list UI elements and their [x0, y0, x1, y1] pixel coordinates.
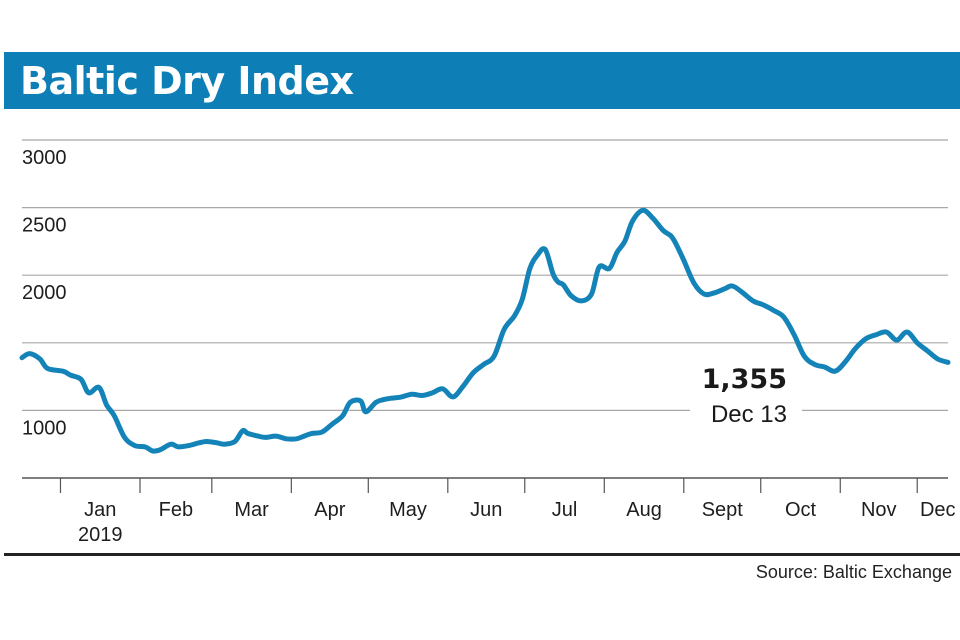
x-tick-label-apr: Apr: [314, 499, 345, 521]
y-tick-label-1000: 1000: [22, 417, 67, 439]
y-axis-labels: 1000 2000 2500 3000: [22, 147, 67, 439]
annotation-knockout: [690, 404, 802, 417]
source-note: Source: Baltic Exchange: [755, 562, 952, 582]
title-bar: Baltic Dry Index: [4, 52, 960, 109]
x-tick-label-aug: Aug: [626, 499, 662, 521]
y-tick-label-3000: 3000: [22, 147, 67, 169]
latest-value-annotation: 1,355 Dec 13: [690, 364, 802, 428]
x-tick-label-jul: Jul: [552, 499, 578, 521]
bottom-rule: [4, 553, 960, 556]
x-tick-label-dec: Dec: [920, 499, 956, 521]
x-tick-label-jan: Jan: [84, 499, 116, 521]
x-axis: Jan 2019 Feb Mar Apr May Jun Jul Aug Sept Oct Nov De…: [59, 478, 956, 546]
gridlines: [22, 139, 948, 479]
x-tick-label-may: May: [389, 499, 427, 521]
y-tick-label-2500: 2500: [22, 215, 67, 237]
x-tick-label-oct: Oct: [785, 499, 817, 521]
x-tick-label-mar: Mar: [234, 499, 269, 521]
x-axis-year-label: 2019: [78, 524, 123, 546]
annotation-value: 1,355: [702, 364, 787, 395]
y-tick-label-2000: 2000: [22, 282, 67, 304]
series-line: [19, 207, 951, 454]
x-tick-label-jun: Jun: [470, 499, 502, 521]
chart-title: Baltic Dry Index: [20, 59, 354, 103]
x-tick-label-nov: Nov: [861, 499, 897, 521]
x-tick-label-sept: Sept: [702, 499, 744, 521]
x-tick-label-feb: Feb: [159, 499, 193, 521]
annotation-date: Dec 13: [711, 401, 787, 428]
